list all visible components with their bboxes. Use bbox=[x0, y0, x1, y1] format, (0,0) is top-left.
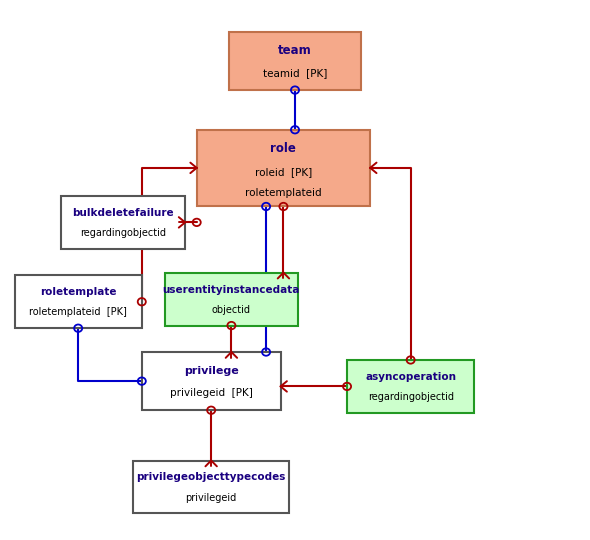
Text: teamid  [PK]: teamid [PK] bbox=[263, 68, 327, 78]
FancyBboxPatch shape bbox=[133, 461, 289, 514]
FancyBboxPatch shape bbox=[228, 32, 362, 90]
FancyBboxPatch shape bbox=[347, 360, 474, 413]
Text: role: role bbox=[270, 143, 296, 156]
Text: roleid  [PK]: roleid [PK] bbox=[255, 167, 312, 177]
Text: privilege: privilege bbox=[184, 366, 238, 376]
Text: roletemplate: roletemplate bbox=[40, 287, 116, 297]
Text: regardingobjectid: regardingobjectid bbox=[80, 228, 166, 238]
Text: privilegeid: privilegeid bbox=[185, 492, 237, 503]
Text: roletemplateid  [PK]: roletemplateid [PK] bbox=[30, 307, 127, 318]
Text: bulkdeletefailure: bulkdeletefailure bbox=[72, 208, 174, 218]
Text: userentityinstancedata: userentityinstancedata bbox=[163, 285, 300, 295]
FancyBboxPatch shape bbox=[61, 196, 185, 249]
FancyBboxPatch shape bbox=[15, 275, 142, 328]
FancyBboxPatch shape bbox=[165, 273, 298, 326]
Text: asyncoperation: asyncoperation bbox=[365, 372, 456, 382]
FancyBboxPatch shape bbox=[196, 130, 370, 206]
Text: regardingobjectid: regardingobjectid bbox=[368, 392, 454, 402]
Text: team: team bbox=[278, 44, 312, 57]
Text: privilegeobjecttypecodes: privilegeobjecttypecodes bbox=[136, 472, 286, 482]
Text: roletemplateid: roletemplateid bbox=[245, 188, 322, 198]
Text: privilegeid  [PK]: privilegeid [PK] bbox=[170, 388, 253, 398]
Text: objectid: objectid bbox=[212, 305, 251, 315]
FancyBboxPatch shape bbox=[142, 352, 280, 410]
